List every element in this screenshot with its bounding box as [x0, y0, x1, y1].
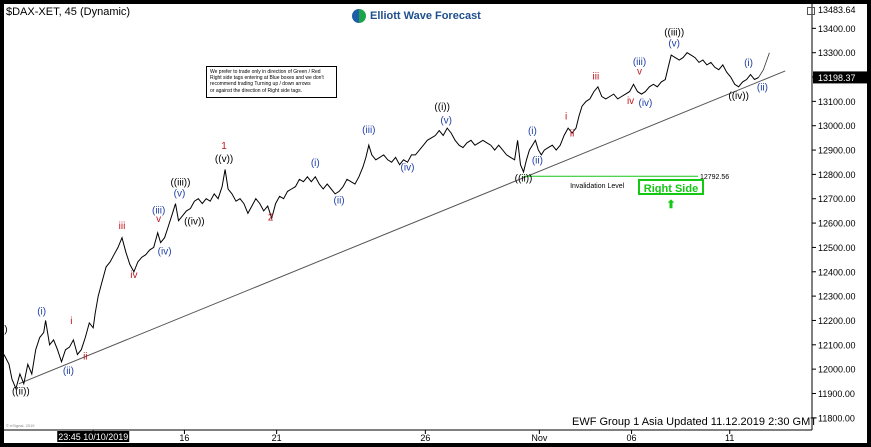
wave-label: ii — [83, 351, 87, 362]
y-tick-label: 12200.00 — [818, 316, 856, 326]
top-price-label: 13483.64 — [818, 5, 856, 15]
trading-notice: We prefer to trade only in direction of … — [206, 66, 337, 98]
wave-label: (iv) — [158, 247, 172, 258]
brand-logo: Elliott Wave Forecast — [352, 7, 481, 25]
invalidation-value: 12792.56 — [700, 174, 729, 181]
copyright-text: © eSignal, 2019 — [6, 423, 35, 428]
y-tick-label: 12100.00 — [818, 340, 856, 350]
x-tick-label: 21 — [272, 433, 282, 443]
wave-label: (v) — [668, 39, 680, 50]
wave-label: (iv) — [638, 98, 652, 109]
y-tick-label: 13100.00 — [818, 97, 856, 107]
trendline — [18, 70, 786, 385]
notice-line: We prefer to trade only in direction of … — [210, 69, 321, 75]
wave-label: v — [156, 214, 161, 225]
wave-label: iv — [627, 96, 634, 107]
wave-label: (ii) — [757, 82, 768, 93]
y-tick-label: 12900.00 — [818, 146, 856, 156]
y-tick-label: 12700.00 — [818, 194, 856, 204]
time-axis — [4, 430, 867, 443]
wave-label: ((iii)) — [170, 177, 190, 188]
wave-label: ((iv)) — [728, 91, 749, 102]
current-price-label: 13198.37 — [818, 73, 856, 83]
y-tick-label: 12000.00 — [818, 365, 856, 375]
wave-label: (ii) — [63, 366, 74, 377]
wave-label: (i) — [311, 158, 320, 169]
y-tick-label: 12800.00 — [818, 170, 856, 180]
right-side-label: Right Side — [643, 183, 699, 195]
x-cursor-tag — [57, 431, 130, 442]
wave-label: (iii) — [633, 57, 646, 68]
top-price-tag — [813, 4, 867, 15]
wave-label: ((v)) — [215, 154, 233, 165]
brand-name: Elliott Wave Forecast — [370, 10, 481, 22]
wave-label: ) — [4, 325, 7, 336]
wave-label: ((ii)) — [515, 174, 533, 185]
x-tick-label: Nov — [531, 433, 548, 443]
y-tick-label: 12500.00 — [818, 243, 856, 253]
wave-label: (ii) — [334, 196, 345, 207]
up-arrow-icon: ⬆ — [666, 199, 676, 211]
wave-label: ((iii)) — [664, 28, 684, 39]
x-tick-label: 26 — [420, 433, 430, 443]
update-footer: EWF Group 1 Asia Updated 11.12.2019 2:30… — [572, 416, 817, 428]
wave-label: ii — [570, 129, 574, 140]
projection-path — [758, 52, 770, 78]
y-tick-label: 11900.00 — [818, 389, 855, 399]
wave-label: ((ii)) — [12, 387, 30, 398]
wave-label: 2 — [268, 213, 274, 224]
wave-label: iv — [130, 270, 137, 281]
y-tick-label: 13300.00 — [818, 48, 856, 58]
x-tick-label: 06 — [627, 433, 637, 443]
wave-label: (v) — [440, 115, 452, 126]
x-tick-label: 11 — [725, 433, 734, 443]
wave-label: i — [70, 316, 72, 327]
price-series-line — [3, 52, 759, 391]
wave-label: (iv) — [401, 163, 415, 174]
y-tick-label: 12300.00 — [818, 292, 856, 302]
y-tick-label: 13000.00 — [818, 121, 856, 131]
notice-line: Right side tags entering at Blue boxes a… — [210, 75, 324, 82]
x-tick-label: 23:45 10/10/2019 — [58, 432, 128, 442]
wave-label: (i) — [528, 126, 537, 137]
window-restore-icon[interactable] — [807, 7, 815, 15]
y-tick-label: 12600.00 — [818, 219, 856, 229]
wave-label: (iii) — [152, 205, 165, 216]
wave-label: iii — [119, 221, 126, 232]
plot-area — [4, 4, 812, 430]
wave-label: (ii) — [532, 155, 543, 166]
right-side-badge: Right Side ⬆ — [638, 179, 704, 211]
wave-label: 1 — [221, 141, 227, 152]
x-tick-label: 16 — [179, 433, 189, 443]
wave-label: (iii) — [362, 125, 375, 136]
brand-globe-icon — [352, 9, 366, 23]
wave-label: (i) — [744, 58, 753, 69]
wave-label: iii — [593, 71, 600, 82]
wave-label: ((iv)) — [184, 216, 205, 227]
wave-label: (i) — [37, 306, 46, 317]
y-tick-label: 12400.00 — [818, 267, 856, 277]
current-price-tag — [813, 71, 867, 84]
notice-line: recommend trading Turning up / down arro… — [210, 81, 311, 88]
notice-line: or against the direction of Right side t… — [210, 87, 302, 94]
wave-label: (v) — [174, 188, 186, 199]
invalidation-label: Invalidation Level — [570, 183, 625, 190]
wave-label: i — [565, 112, 567, 123]
wave-label: ((i)) — [434, 102, 450, 113]
ticker-title: $DAX-XET, 45 (Dynamic) — [6, 6, 131, 18]
y-tick-label: 13400.00 — [818, 24, 856, 34]
y-tick-label: 11800.00 — [818, 413, 855, 423]
wave-label: v — [637, 67, 642, 78]
